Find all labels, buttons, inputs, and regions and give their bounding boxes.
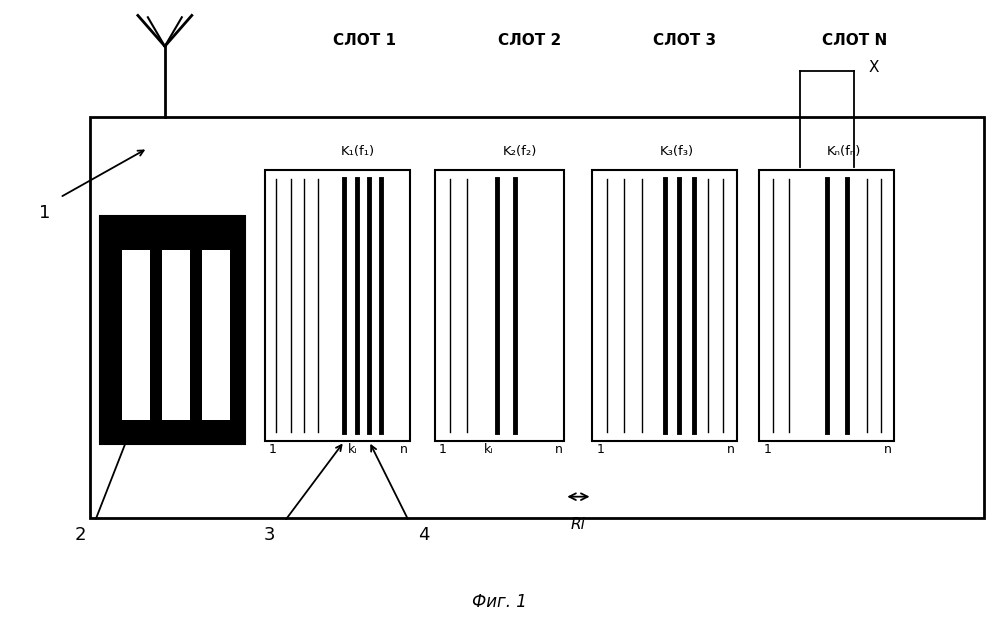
Text: 4: 4: [419, 526, 430, 544]
Text: 1: 1: [439, 444, 447, 457]
Text: K₁(f₁): K₁(f₁): [341, 144, 375, 158]
Text: 1: 1: [39, 204, 51, 222]
Text: СЛОТ 1: СЛОТ 1: [333, 33, 397, 48]
Text: K₂(f₂): K₂(f₂): [502, 144, 536, 158]
Bar: [435, 170, 564, 441]
Text: K₃(f₃): K₃(f₃): [659, 144, 693, 158]
Text: Kₙ(fₙ): Kₙ(fₙ): [827, 144, 861, 158]
Text: n: n: [554, 444, 562, 457]
Bar: [90, 117, 984, 518]
Bar: [265, 170, 410, 441]
Text: СЛОТ 3: СЛОТ 3: [652, 33, 716, 48]
Text: n: n: [727, 444, 735, 457]
Text: kᵢ: kᵢ: [349, 444, 358, 457]
Text: 3: 3: [264, 526, 276, 544]
Text: n: n: [884, 444, 892, 457]
Text: n: n: [400, 444, 408, 457]
Text: 1: 1: [763, 444, 771, 457]
Text: X: X: [869, 60, 879, 75]
Text: СЛОТ N: СЛОТ N: [821, 33, 887, 48]
Text: kᵢ: kᵢ: [485, 444, 494, 457]
Bar: [202, 250, 230, 420]
Text: 1: 1: [596, 444, 604, 457]
Bar: [162, 250, 190, 420]
Bar: [759, 170, 894, 441]
Text: 1: 1: [269, 444, 277, 457]
Bar: [100, 216, 245, 444]
Bar: [592, 170, 737, 441]
Bar: [122, 250, 150, 420]
Text: СЛОТ 2: СЛОТ 2: [498, 33, 561, 48]
Text: 2: 2: [74, 526, 86, 544]
Text: Фиг. 1: Фиг. 1: [473, 592, 526, 611]
Text: Ri: Ri: [571, 517, 585, 532]
